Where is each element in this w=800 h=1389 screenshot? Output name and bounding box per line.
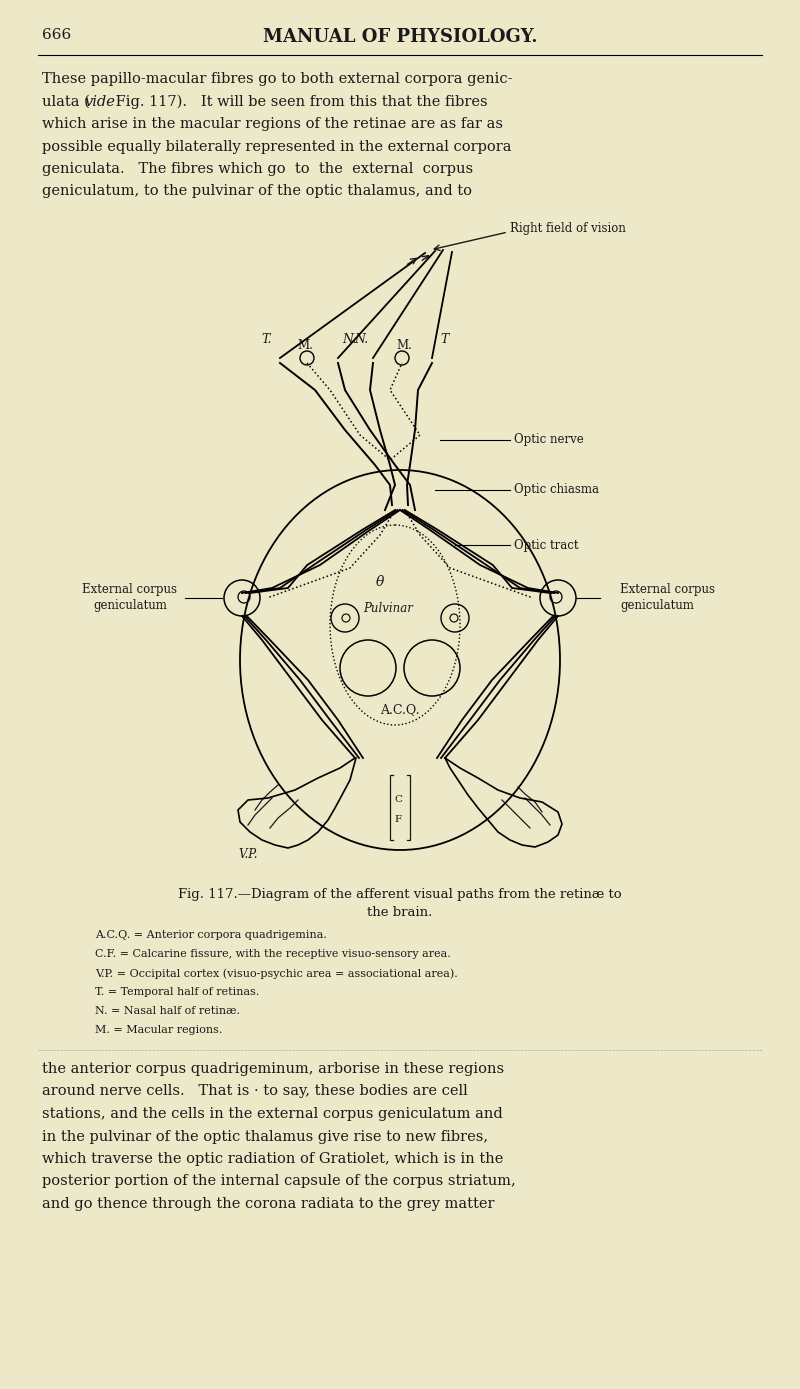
Text: stations, and the cells in the external corpus geniculatum and: stations, and the cells in the external …	[42, 1107, 502, 1121]
Text: T. = Temporal half of retinas.: T. = Temporal half of retinas.	[95, 988, 259, 997]
Text: External corpus: External corpus	[82, 583, 178, 596]
Text: T: T	[440, 333, 448, 346]
Text: N.: N.	[354, 333, 369, 346]
Text: These papillo-macular fibres go to both external corpora genic-: These papillo-macular fibres go to both …	[42, 72, 513, 86]
Text: ulata (: ulata (	[42, 94, 90, 108]
Text: 666: 666	[42, 28, 71, 42]
Text: possible equally bilaterally represented in the external corpora: possible equally bilaterally represented…	[42, 139, 511, 154]
Text: geniculata.   The fibres which go  to  the  external  corpus: geniculata. The fibres which go to the e…	[42, 163, 473, 176]
Text: Optic nerve: Optic nerve	[514, 433, 584, 446]
Text: A.C.Q.: A.C.Q.	[380, 703, 420, 717]
Text: T.: T.	[262, 333, 272, 346]
Text: which traverse the optic radiation of Gratiolet, which is in the: which traverse the optic radiation of Gr…	[42, 1151, 503, 1165]
Text: geniculatum, to the pulvinar of the optic thalamus, and to: geniculatum, to the pulvinar of the opti…	[42, 185, 472, 199]
Text: V.P. = Occipital cortex (visuo-psychic area = associational area).: V.P. = Occipital cortex (visuo-psychic a…	[95, 968, 458, 979]
Text: the brain.: the brain.	[367, 906, 433, 920]
Text: the anterior corpus quadrigeminum, arborise in these regions: the anterior corpus quadrigeminum, arbor…	[42, 1063, 504, 1076]
Text: N.: N.	[342, 333, 356, 346]
Text: External corpus: External corpus	[620, 583, 715, 596]
Text: Optic tract: Optic tract	[514, 539, 578, 551]
Text: Fig. 117).   It will be seen from this that the fibres: Fig. 117). It will be seen from this tha…	[110, 94, 487, 108]
Text: around nerve cells.   That is · to say, these bodies are cell: around nerve cells. That is · to say, th…	[42, 1085, 468, 1099]
Text: Right field of vision: Right field of vision	[510, 222, 626, 235]
Text: and go thence through the corona radiata to the grey matter: and go thence through the corona radiata…	[42, 1197, 494, 1211]
Text: geniculatum: geniculatum	[620, 600, 694, 613]
Text: geniculatum: geniculatum	[93, 600, 167, 613]
Text: N. = Nasal half of retinæ.: N. = Nasal half of retinæ.	[95, 1006, 240, 1015]
Text: in the pulvinar of the optic thalamus give rise to new fibres,: in the pulvinar of the optic thalamus gi…	[42, 1129, 488, 1143]
Text: posterior portion of the internal capsule of the corpus striatum,: posterior portion of the internal capsul…	[42, 1175, 516, 1189]
Text: M.: M.	[396, 339, 412, 351]
Text: MANUAL OF PHYSIOLOGY.: MANUAL OF PHYSIOLOGY.	[262, 28, 538, 46]
Text: Optic chiasma: Optic chiasma	[514, 483, 599, 496]
Text: C.F. = Calcarine fissure, with the receptive visuo-sensory area.: C.F. = Calcarine fissure, with the recep…	[95, 949, 450, 958]
Text: M.: M.	[297, 339, 313, 351]
Text: M. = Macular regions.: M. = Macular regions.	[95, 1025, 222, 1035]
Text: C: C	[394, 796, 402, 804]
Text: Pulvinar: Pulvinar	[363, 601, 413, 614]
Text: vide: vide	[85, 94, 115, 108]
Text: which arise in the macular regions of the retinae are as far as: which arise in the macular regions of th…	[42, 117, 503, 131]
Text: F: F	[394, 815, 402, 825]
Text: V.P.: V.P.	[238, 849, 258, 861]
Text: θ: θ	[376, 575, 384, 589]
Text: A.C.Q. = Anterior corpora quadrigemina.: A.C.Q. = Anterior corpora quadrigemina.	[95, 931, 327, 940]
Text: Fig. 117.—Diagram of the afferent visual paths from the retinæ to: Fig. 117.—Diagram of the afferent visual…	[178, 888, 622, 901]
